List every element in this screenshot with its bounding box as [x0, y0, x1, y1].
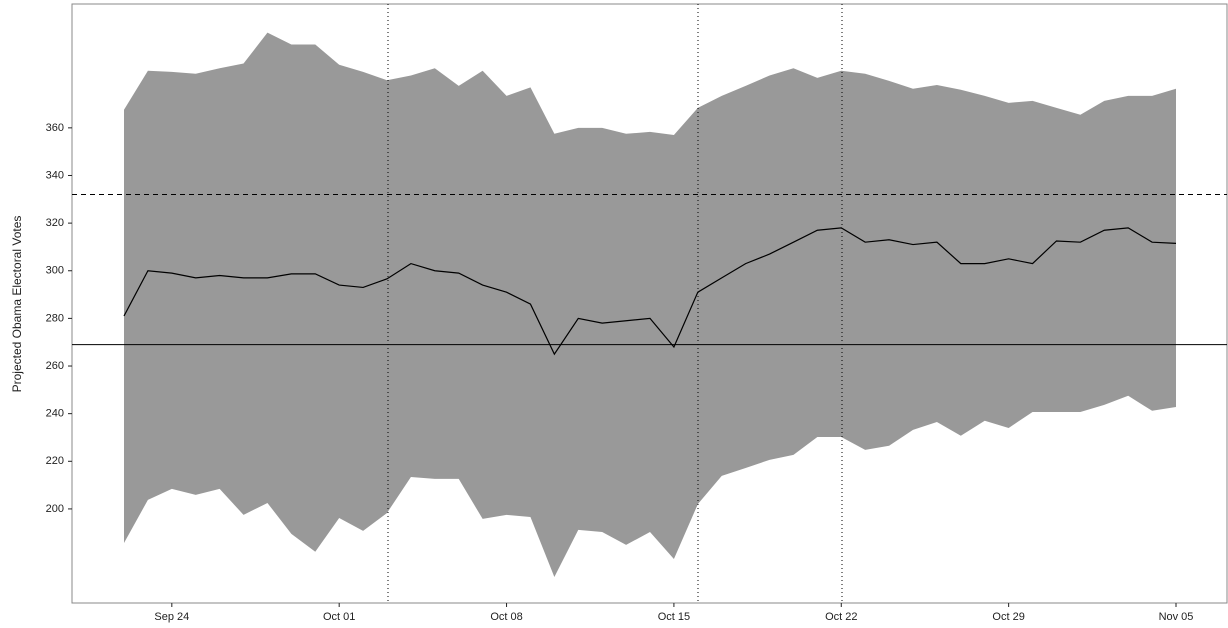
y-tick-label: 320 — [46, 217, 64, 229]
y-tick-label: 360 — [46, 122, 64, 134]
interval-band — [124, 32, 1176, 578]
x-tick-label: Oct 29 — [992, 611, 1024, 623]
y-tick-label: 260 — [46, 360, 64, 372]
x-tick-label: Oct 15 — [658, 611, 690, 623]
x-tick-label: Nov 05 — [1159, 611, 1194, 623]
y-tick-label: 220 — [46, 455, 64, 467]
y-tick-label: 240 — [46, 408, 64, 420]
y-tick-label: 340 — [46, 169, 64, 181]
y-tick-label: 280 — [46, 312, 64, 324]
x-tick-label: Oct 22 — [825, 611, 857, 623]
x-tick-label: Sep 24 — [154, 611, 189, 623]
plot-frame — [71, 3, 1228, 604]
x-tick-label: Oct 01 — [323, 611, 355, 623]
y-tick-label: 300 — [46, 265, 64, 277]
x-tick-label: Oct 08 — [490, 611, 522, 623]
projection-line — [123, 227, 1177, 356]
y-axis-label: Projected Obama Electoral Votes — [10, 216, 24, 393]
y-tick-label: 200 — [46, 503, 64, 515]
